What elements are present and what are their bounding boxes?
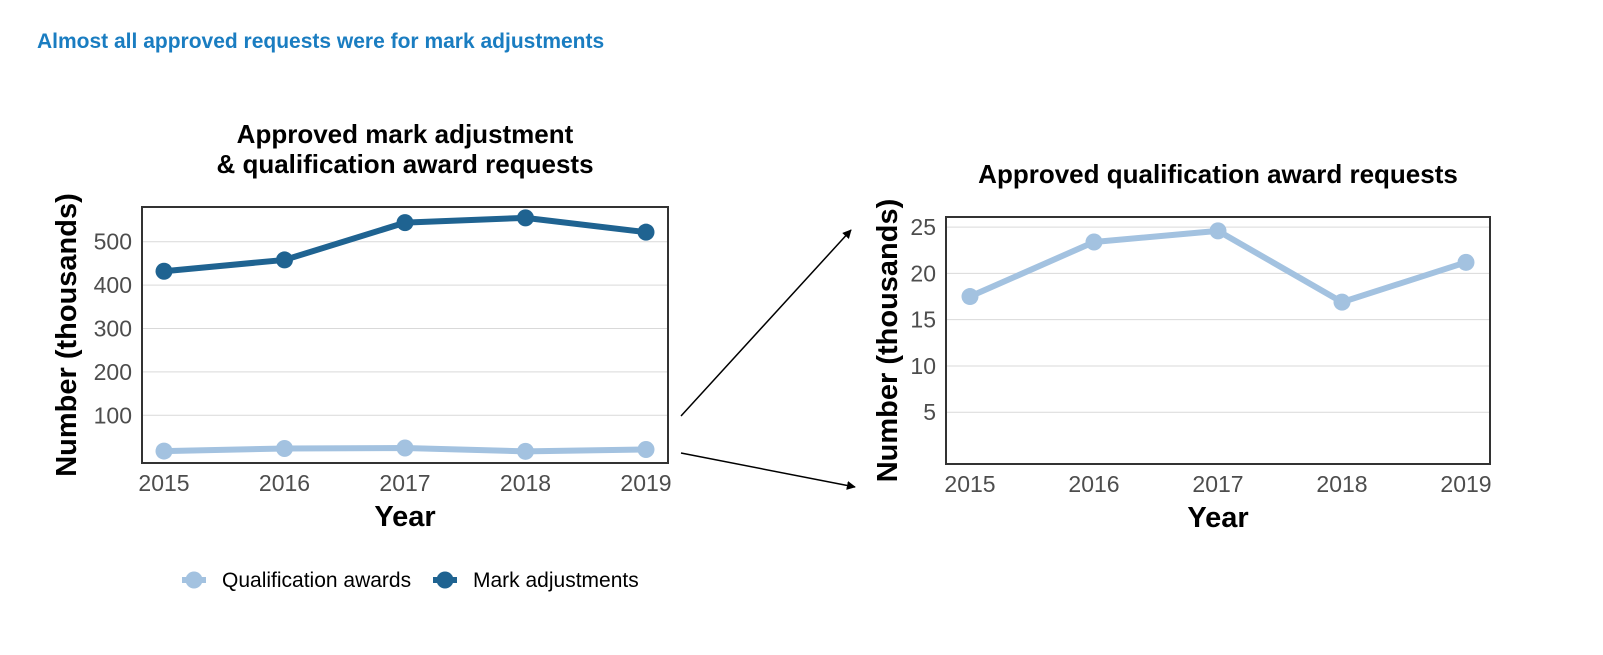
page-heading: Almost all approved requests were for ma… [37,30,605,53]
data-point [396,439,414,457]
data-point [155,262,173,280]
y-tick-label: 400 [94,272,132,298]
data-point [517,442,534,460]
y-tick-label: 20 [910,260,936,286]
zoom-arrow-lower [680,452,856,490]
y-tick-label: 5 [923,399,936,425]
data-point [276,251,293,269]
data-point [637,440,655,458]
y-axis-title: Number (thousands) [51,193,83,477]
plot-frame [141,206,669,464]
data-point [396,214,414,232]
chart-right: Approved qualification award requests 5 10… [872,159,1492,534]
data-point [155,442,173,460]
y-tick-label: 500 [94,229,132,255]
zoom-arrows [680,229,856,490]
y-tick-label: 15 [910,307,936,333]
x-tick-label: 2019 [1440,471,1491,497]
plot-frame [945,216,1491,465]
y-axis-title: Number (thousands) [872,199,904,483]
x-tick-label: 2015 [138,470,189,496]
legend-label: Mark adjustments [473,569,639,592]
x-tick-label: 2016 [259,470,310,496]
x-axis-title: Year [374,501,435,533]
x-tick-label: 2017 [379,470,430,496]
data-point [1457,253,1475,271]
y-tick-label: 10 [910,353,936,379]
data-point [637,223,655,241]
x-tick-label: 2017 [1192,471,1243,497]
legend-swatch-point [436,571,454,589]
legend-label: Qualification awards [222,569,411,592]
data-point [517,209,534,227]
x-tick-label: 2019 [620,470,671,496]
legend-swatch-point [185,571,203,589]
legend: Qualification awards Mark adjustments [182,569,639,592]
x-tick-label: 2018 [1316,471,1367,497]
x-tick-label: 2016 [1068,471,1119,497]
y-tick-label: 200 [94,359,132,385]
y-tick-label: 25 [910,214,936,240]
chart-title-line: Approved qualification award requests [978,159,1458,189]
series-line [967,227,1469,306]
data-point [1085,233,1103,251]
x-axis-title: Year [1187,502,1248,534]
y-tick-label: 300 [94,315,132,341]
y-tick-label: 100 [94,402,132,428]
x-tick-label: 2018 [500,470,551,496]
x-tick-label: 2015 [944,471,995,497]
chart-title-line: & qualification award requests [216,149,593,179]
data-point [276,440,293,458]
data-point [961,288,979,306]
data-point [1209,222,1227,240]
chart-left: Approved mark adjustment& qualification … [51,119,672,533]
chart-title-line: Approved mark adjustment [237,119,574,149]
zoom-arrow-upper [680,229,852,417]
data-point [1333,293,1351,311]
